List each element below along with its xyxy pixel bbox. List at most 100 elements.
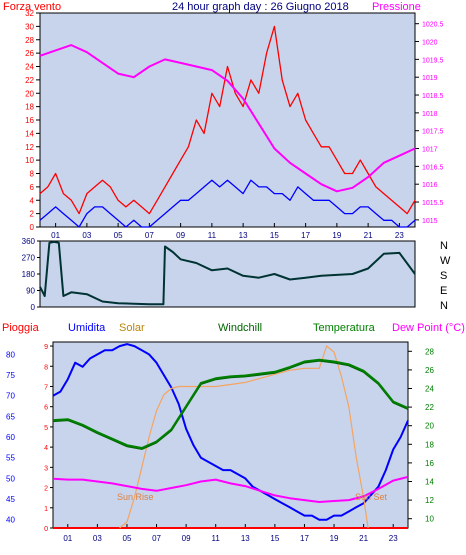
rain-y-tick-label: 8	[44, 364, 48, 371]
pressure-right-axis: 1015 1015.5 1016 1016.5 1017 1017.5 1018 1018.5…	[415, 22, 444, 225]
rain-y-tick-label: 6	[44, 405, 48, 412]
wind-y-tick-label: 24	[25, 63, 34, 72]
rain-y-tick-label: 4	[44, 445, 48, 452]
temperature-line	[52, 358, 409, 449]
wind-x-axis: 01 03 05 07 09 11 13 15 17 19 21 23	[51, 223, 404, 240]
solar-label: Solar	[119, 322, 145, 334]
pressure-y-tick-label: 1018	[422, 111, 438, 118]
direction-y-tick-label: 0	[31, 303, 36, 312]
wind-y-tick-label: 22	[25, 76, 34, 85]
temperature-y-tick-label: 16	[425, 459, 434, 468]
temperature-x-tick-label: 23	[389, 534, 398, 543]
temperature-series	[52, 343, 409, 529]
temperature-x-tick-label: 07	[152, 534, 161, 543]
temperature-label: Temperatura	[313, 322, 376, 334]
temperature-x-tick-label: 21	[359, 534, 368, 543]
wind-left-label: Forza vento	[3, 1, 61, 13]
pressure-y-tick-label: 1019	[422, 75, 438, 82]
humidity-y-tick-label: 70	[6, 392, 15, 401]
wind-x-tick-label: 11	[208, 231, 217, 240]
wind-y-tick-label: 32	[25, 9, 34, 18]
wind-y-tick-label: 0	[30, 223, 35, 232]
rain-y-tick-label: 9	[44, 344, 48, 351]
wind-x-tick-label: 15	[270, 231, 279, 240]
wind-y-tick-label: 4	[30, 196, 35, 205]
compass-label: W	[440, 255, 451, 267]
pressure-y-tick-label: 1016	[422, 182, 438, 189]
humidity-line	[52, 343, 409, 521]
wind-x-tick-label: 23	[395, 231, 404, 240]
rain-y-tick-label: 7	[44, 384, 48, 391]
solar-line	[119, 345, 369, 529]
wind-y-tick-label: 8	[30, 170, 35, 179]
wind-y-tick-label: 18	[25, 103, 34, 112]
direction-y-tick-label: 90	[26, 287, 35, 296]
humidity-axis: 40 45 50 55 60 65 70 75 80	[6, 350, 15, 524]
rain-y-tick-label: 1	[44, 506, 48, 513]
wind-x-tick-label: 09	[176, 231, 185, 240]
wind-x-tick-label: 17	[301, 231, 310, 240]
wind-y-tick-label: 28	[25, 36, 34, 45]
temperature-y-tick-label: 14	[425, 478, 434, 487]
wind-series	[39, 25, 416, 228]
temperature-y-tick-label: 26	[425, 366, 434, 375]
rain-axis: 0 1 2 3 4 5 6 7 8 9	[44, 344, 53, 533]
temperature-x-axis: 01 03 05 07 09 11 13 15 17 19 21 23	[63, 524, 398, 543]
wind-y-tick-label: 2	[30, 210, 35, 219]
pressure-y-tick-label: 1015.5	[422, 200, 444, 207]
wind-plot-area	[39, 12, 416, 228]
temperature-x-tick-label: 05	[123, 534, 132, 543]
wind-y-tick-label: 20	[25, 89, 34, 98]
wind-y-tick-label: 12	[25, 143, 34, 152]
dewpoint-label: Dew Point (°C)	[392, 322, 465, 334]
wind-x-tick-label: 05	[114, 231, 123, 240]
wind-y-tick-label: 26	[25, 49, 34, 58]
humidity-y-tick-label: 75	[6, 371, 15, 380]
temperature-x-tick-label: 09	[182, 534, 191, 543]
wind-x-tick-label: 19	[332, 231, 341, 240]
dewpoint-line	[52, 475, 409, 503]
temperature-y-tick-label: 28	[425, 347, 434, 356]
wind-y-tick-label: 30	[25, 22, 34, 31]
wind-x-tick-label: 03	[82, 231, 91, 240]
temperature-x-tick-label: 13	[241, 534, 250, 543]
humidity-y-tick-label: 45	[6, 495, 15, 504]
direction-left-axis: 0 90 180 270 360	[22, 237, 40, 312]
temperature-y-tick-label: 10	[425, 515, 434, 524]
humidity-y-tick-label: 55	[6, 454, 15, 463]
humidity-y-tick-label: 80	[6, 350, 15, 359]
pressure-y-tick-label: 1015	[422, 218, 438, 225]
rain-y-tick-label: 2	[44, 486, 48, 493]
humidity-y-tick-label: 60	[6, 433, 15, 442]
temperature-y-tick-label: 12	[425, 496, 434, 505]
wind-x-tick-label: 13	[239, 231, 248, 240]
pressure-y-tick-label: 1019.5	[422, 57, 444, 64]
compass-label: S	[440, 270, 447, 282]
direction-plot-area	[39, 240, 416, 308]
wind-y-tick-label: 14	[25, 129, 34, 138]
wind-gust-line	[39, 25, 416, 215]
wind-average-line	[39, 179, 416, 228]
direction-y-tick-label: 270	[22, 254, 36, 263]
humidity-label: Umidita	[68, 322, 106, 334]
temperature-x-tick-label: 11	[212, 534, 221, 543]
pressure-y-tick-label: 1018.5	[422, 93, 444, 100]
humidity-y-tick-label: 65	[6, 412, 15, 421]
temperature-y-tick-label: 18	[425, 440, 434, 449]
rain-y-tick-label: 3	[44, 465, 48, 472]
pressure-y-tick-label: 1020.5	[422, 22, 444, 29]
compass-label: N	[440, 300, 448, 312]
compass-label: E	[440, 285, 447, 297]
rain-y-tick-label: 0	[44, 526, 48, 533]
rain-label: Pioggia	[2, 322, 40, 334]
wind-y-tick-label: 16	[25, 116, 34, 125]
wind-x-tick-label: 21	[364, 231, 373, 240]
temperature-y-tick-label: 24	[425, 385, 434, 394]
wind-x-tick-label: 01	[51, 231, 60, 240]
